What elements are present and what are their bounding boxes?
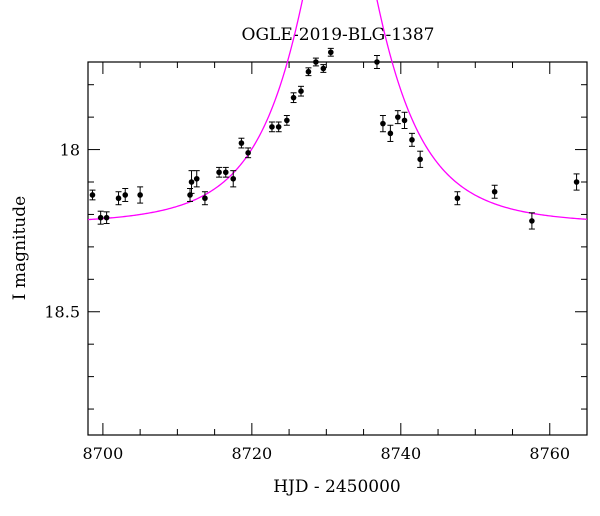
data-marker: [417, 156, 423, 163]
data-marker: [374, 59, 380, 65]
data-point: [238, 137, 245, 149]
data-point: [394, 110, 401, 125]
data-point: [408, 132, 415, 147]
data-point: [137, 186, 144, 204]
data-marker: [290, 94, 297, 101]
model-curve-layer: [87, 0, 588, 221]
plot-frame: [87, 61, 588, 436]
data-point: [216, 166, 223, 178]
x-axis-label: HJD - 2450000: [273, 477, 401, 497]
data-point: [454, 191, 461, 206]
data-point: [417, 150, 424, 168]
data-point: [305, 67, 312, 77]
data-point: [379, 115, 386, 133]
data-marker: [122, 192, 129, 198]
data-marker: [222, 169, 229, 176]
data-marker: [137, 192, 143, 198]
data-point: [573, 173, 580, 191]
data-points-layer: [89, 47, 580, 230]
data-point: [222, 166, 229, 178]
x-tick-label: 8700: [83, 444, 124, 463]
y-axis-label: I magnitude: [10, 196, 30, 300]
data-marker: [320, 65, 327, 72]
model-curve: [87, 0, 588, 221]
data-marker: [115, 195, 122, 202]
data-point: [122, 187, 129, 202]
data-point: [373, 55, 380, 69]
data-marker: [103, 214, 110, 221]
data-marker: [395, 114, 401, 120]
data-point: [312, 57, 319, 67]
data-marker: [298, 88, 304, 94]
data-point: [187, 187, 194, 202]
data-point: [275, 121, 282, 133]
data-marker: [313, 59, 319, 65]
data-point: [327, 47, 334, 57]
x-tick-label: 8760: [529, 444, 570, 463]
tick-marks: [88, 62, 588, 435]
data-point: [283, 115, 290, 126]
data-point: [245, 147, 252, 159]
data-point: [290, 92, 297, 104]
data-point: [103, 211, 110, 225]
data-point: [401, 111, 408, 129]
data-marker: [380, 120, 386, 127]
data-point: [89, 189, 96, 201]
data-marker: [387, 130, 394, 137]
data-marker: [89, 192, 96, 198]
data-point: [491, 184, 498, 199]
data-point: [115, 191, 122, 206]
data-marker: [202, 195, 208, 202]
data-marker: [529, 218, 535, 224]
chart-title: OGLE-2019-BLG-1387: [242, 25, 435, 45]
data-marker: [269, 124, 275, 130]
data-marker: [454, 195, 461, 202]
data-marker: [327, 49, 334, 56]
y-tick-label: 18.5: [44, 303, 80, 322]
data-point: [201, 191, 208, 206]
data-point: [320, 64, 327, 73]
y-tick-label: 18: [60, 141, 80, 160]
data-marker: [216, 169, 222, 176]
data-marker: [284, 117, 290, 124]
data-marker: [245, 150, 251, 156]
x-tick-label: 8740: [380, 444, 421, 463]
data-marker: [275, 124, 282, 130]
data-marker: [238, 140, 245, 146]
data-marker: [97, 214, 104, 221]
data-point: [97, 210, 104, 225]
data-marker: [230, 175, 237, 182]
data-point: [230, 170, 237, 188]
data-point: [298, 85, 305, 97]
data-point: [193, 170, 200, 188]
data-point: [528, 212, 535, 230]
data-marker: [491, 188, 498, 195]
data-marker: [401, 117, 408, 124]
data-marker: [305, 68, 312, 75]
data-marker: [409, 137, 415, 143]
data-point: [188, 170, 195, 194]
data-marker: [188, 179, 195, 185]
tick-labels: 870087208740876017.51818.5: [44, 141, 570, 463]
x-tick-label: 8720: [231, 444, 272, 463]
data-marker: [573, 179, 580, 185]
data-marker: [193, 175, 200, 182]
data-point: [387, 124, 394, 142]
data-point: [268, 121, 275, 133]
